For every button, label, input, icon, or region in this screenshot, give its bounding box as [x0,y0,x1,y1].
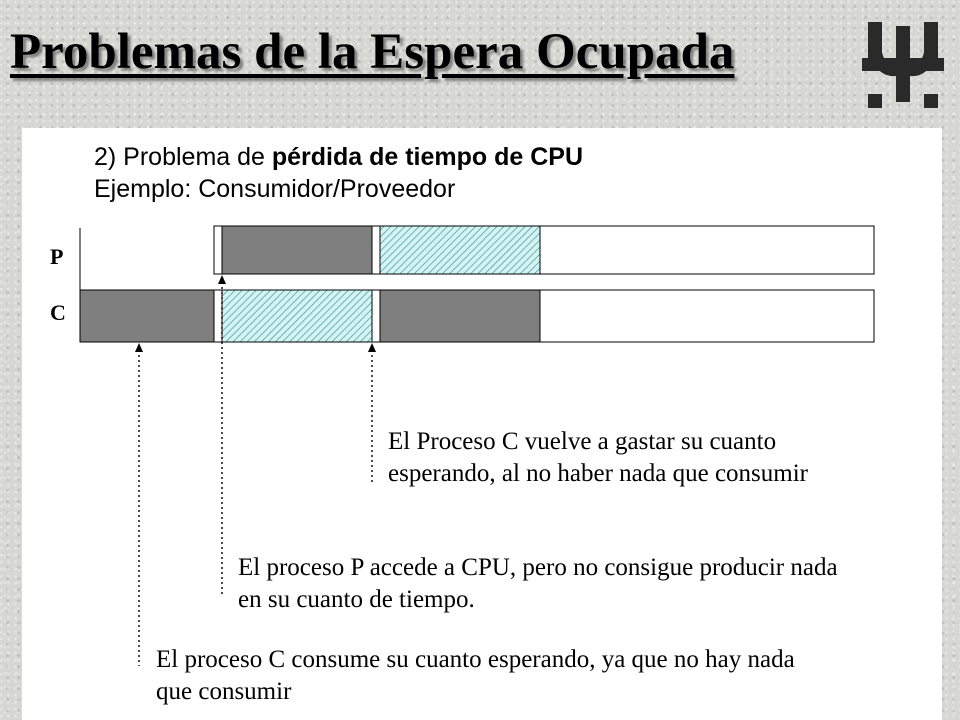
c-slot-gap-2 [371,289,381,343]
content-panel: 2) Problema de pérdida de tiempo de CPU … [22,128,942,720]
problem-heading-prefix: 2) Problema de [94,143,272,171]
note-p-access-line-2: en su cuanto de tiempo. [238,586,475,613]
note-p-access-line-1: El proceso P accede a CPU, pero no consi… [238,554,838,581]
note-c-consume: El proceso C consume su cuanto esperando… [156,644,795,708]
timeline-diagram: P C [50,225,875,666]
pointer-c-waste [368,343,376,482]
note-c-consume-line-1: El proceso C consume su cuanto esperando… [156,646,795,673]
p-slot-gap-2 [371,225,381,275]
note-c-consume-line-2: que consumir [156,678,292,705]
c-slot-gap-1 [213,289,223,343]
note-c-waste-line-1: El Proceso C vuelve a gastar su cuanto [388,428,777,455]
c-slot-busy-1 [79,289,215,343]
p-slot-busy [221,225,373,275]
problem-heading: 2) Problema de pérdida de tiempo de CPU [94,142,583,172]
problem-heading-bold: pérdida de tiempo de CPU [271,143,584,171]
c-slot-hatched [221,289,373,343]
utn-logo-icon [862,22,944,108]
c-slot-busy-2 [379,289,541,343]
page-title: Problemas de la Espera Ocupada [10,24,735,80]
row-label-c: C [50,300,66,325]
note-c-waste: El Proceso C vuelve a gastar su cuanto e… [388,426,808,490]
example-heading: Ejemplo: Consumidor/Proveedor [94,175,456,203]
note-p-access: El proceso P accede a CPU, pero no consi… [238,552,838,616]
pointer-c-consume [135,343,143,666]
p-slot-gap [213,225,223,275]
p-slot-hatched [379,225,541,275]
row-label-p: P [50,244,63,269]
pointer-p-access [218,275,226,594]
note-c-waste-line-2: esperando, al no haber nada que consumir [388,460,808,487]
